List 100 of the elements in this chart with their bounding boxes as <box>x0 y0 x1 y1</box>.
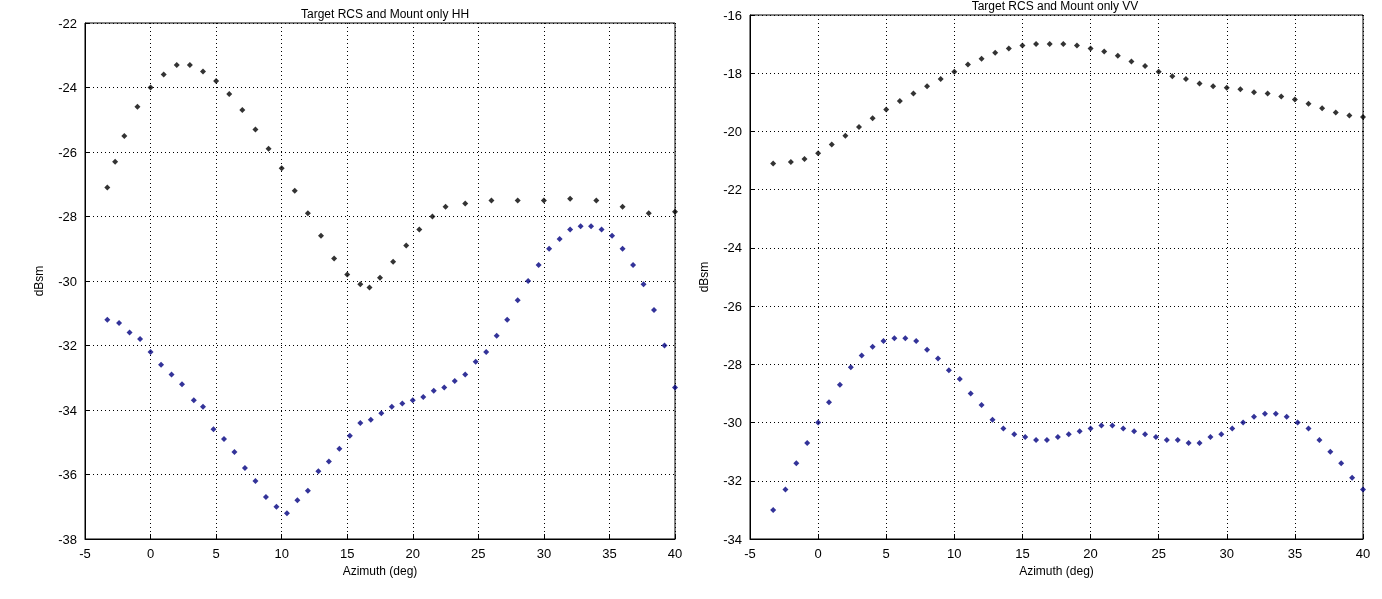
point <box>1142 431 1149 438</box>
point <box>1043 437 1050 444</box>
point <box>1019 42 1026 49</box>
point <box>1022 434 1029 441</box>
point <box>315 468 322 475</box>
point <box>609 232 616 239</box>
point <box>577 223 584 230</box>
point <box>116 319 123 326</box>
point <box>1349 474 1356 481</box>
point <box>598 226 605 233</box>
point <box>137 336 144 343</box>
point <box>1294 419 1301 426</box>
point <box>1229 425 1236 432</box>
point <box>1291 96 1298 103</box>
point <box>1087 425 1094 432</box>
point <box>1305 100 1312 107</box>
point <box>815 419 822 426</box>
y-tick-label: -24 <box>58 80 77 95</box>
point <box>1155 68 1162 75</box>
point <box>304 210 311 217</box>
point <box>1131 428 1138 435</box>
x-tick-label: -5 <box>79 546 91 561</box>
point <box>1114 52 1121 59</box>
point <box>967 390 974 397</box>
point <box>147 348 154 355</box>
x-tick-label: 0 <box>814 546 822 561</box>
point <box>1174 437 1181 444</box>
point <box>430 387 437 394</box>
point <box>1261 410 1268 417</box>
x-axis-title: Azimuth (deg) <box>342 563 418 578</box>
point <box>672 208 678 215</box>
point <box>442 203 449 210</box>
point <box>1251 413 1258 420</box>
y-tick-label: -24 <box>723 240 742 256</box>
point <box>593 197 600 204</box>
point <box>346 432 353 439</box>
point <box>588 223 595 230</box>
chart-title: Target RCS and Mount only VV <box>971 0 1139 13</box>
point <box>951 68 958 75</box>
x-tick-label: 5 <box>212 546 220 561</box>
y-axis-title: dBsm <box>32 265 46 297</box>
point <box>1185 439 1192 446</box>
point <box>1065 431 1072 438</box>
point <box>1240 419 1247 426</box>
point <box>336 445 343 452</box>
point <box>366 284 373 291</box>
point <box>283 510 290 517</box>
point <box>1109 422 1116 429</box>
point <box>190 397 197 404</box>
point <box>441 384 448 391</box>
point <box>168 371 175 378</box>
point <box>409 397 416 404</box>
point <box>630 261 637 268</box>
point <box>483 348 490 355</box>
point <box>390 258 397 265</box>
point <box>1101 48 1108 55</box>
point <box>1338 460 1345 467</box>
point <box>1169 73 1176 80</box>
y-tick-label: -30 <box>58 273 77 289</box>
point <box>913 338 920 345</box>
point <box>619 245 626 252</box>
point <box>1305 425 1312 432</box>
point <box>1076 428 1083 435</box>
x-tick-label: 35 <box>1287 546 1303 561</box>
point <box>556 236 563 243</box>
point <box>367 416 374 423</box>
point <box>1098 422 1105 429</box>
point <box>1283 413 1290 420</box>
y-tick-label: -22 <box>723 182 742 198</box>
point <box>924 346 931 353</box>
point <box>787 159 794 166</box>
point <box>804 439 811 446</box>
point <box>978 55 985 62</box>
point <box>200 403 206 410</box>
point <box>672 384 678 391</box>
point <box>1360 486 1366 493</box>
point <box>1120 425 1127 432</box>
y-axis-title: dBsm <box>697 261 711 293</box>
point <box>540 197 547 204</box>
point <box>525 278 532 284</box>
y-tick-label: -28 <box>58 209 77 224</box>
x-tick-label: 40 <box>667 546 683 561</box>
x-tick-label: 25 <box>471 546 486 561</box>
y-tick-label: -34 <box>58 402 77 418</box>
point <box>265 145 272 152</box>
point <box>278 165 285 172</box>
point <box>378 410 385 417</box>
point <box>902 335 909 342</box>
point <box>147 84 154 91</box>
point <box>567 195 574 202</box>
point <box>546 245 553 252</box>
point <box>318 232 324 239</box>
point <box>241 465 248 472</box>
point <box>399 400 406 407</box>
point <box>121 132 128 139</box>
x-tick-label: 20 <box>1083 546 1098 561</box>
point <box>451 377 458 384</box>
point <box>880 338 887 345</box>
point <box>304 487 311 494</box>
y-tick-label: -16 <box>723 7 742 23</box>
